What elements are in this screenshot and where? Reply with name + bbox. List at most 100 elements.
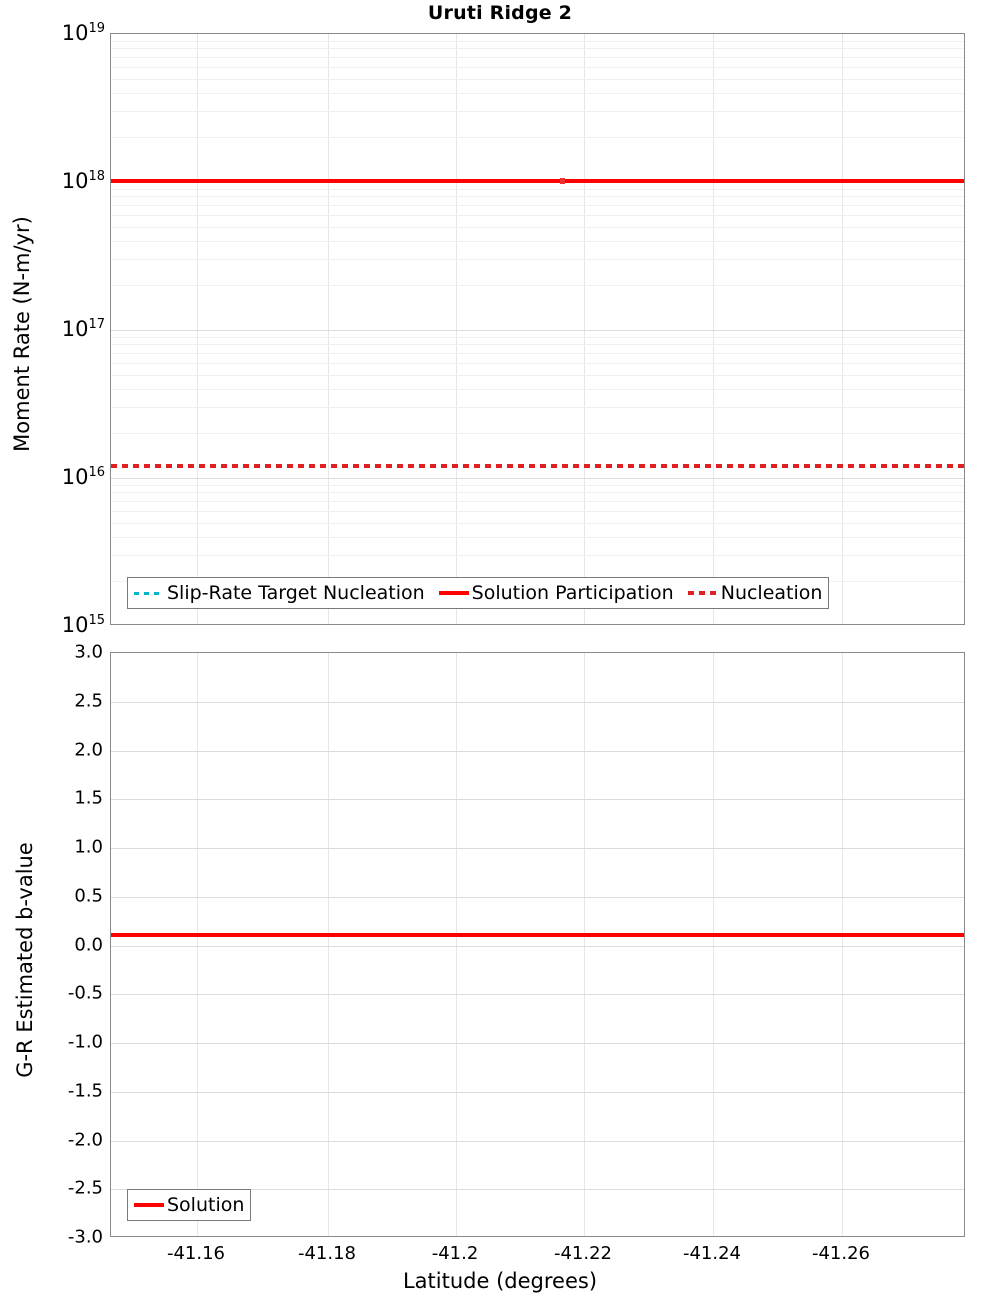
x-tick-neg41-18: -41.18 — [297, 1243, 357, 1264]
hgrid-major — [111, 478, 964, 479]
hgrid-minor — [111, 500, 964, 502]
vgrid-41-20 — [456, 34, 457, 624]
hgrid-major — [111, 1189, 964, 1191]
b-value-legend[interactable]: Solution — [127, 1189, 252, 1221]
hgrid-major — [111, 750, 964, 752]
x-tick-neg41-16: -41.16 — [166, 1243, 226, 1264]
hgrid-major — [111, 701, 964, 703]
vgrid-41-18 — [328, 34, 329, 624]
legend-key-solid-red-icon — [134, 1203, 164, 1207]
hgrid-minor — [111, 388, 964, 390]
hgrid-minor — [111, 492, 964, 494]
legend-entry-solution-participation[interactable]: Solution Participation — [438, 582, 688, 604]
y-tick-1e18: 1018 — [61, 169, 105, 193]
hgrid-minor — [111, 66, 964, 68]
y-tick-0neg5: 0.5 — [74, 885, 103, 907]
x-tick-neg41-24: -41.24 — [682, 1243, 742, 1264]
moment-rate-legend[interactable]: Slip-Rate Target Nucleation Solution Par… — [127, 577, 830, 609]
y-tick-neg1-5: -1.5 — [67, 1080, 103, 1102]
y-tick-0neg0: 0.0 — [74, 934, 103, 955]
hgrid-minor — [111, 137, 964, 139]
hgrid-minor — [111, 92, 964, 94]
vgrid-41-18 — [328, 653, 329, 1236]
hgrid-minor — [111, 433, 964, 435]
y-tick-3neg0: 3.0 — [74, 641, 103, 663]
vgrid-41-16 — [197, 34, 198, 624]
y-tick-neg3-0: -3.0 — [67, 1226, 103, 1248]
y-tick-1e19: 1019 — [61, 21, 105, 45]
vgrid-41-26 — [842, 34, 843, 624]
series-point-marker — [560, 178, 565, 184]
legend-label-solution: Solution — [167, 1194, 245, 1216]
y-tick-neg1-0: -1.0 — [67, 1031, 103, 1053]
hgrid-minor — [111, 374, 964, 376]
hgrid-minor — [111, 484, 964, 486]
y-tick-2neg0: 2.0 — [74, 739, 103, 760]
y-tick-1neg0: 1.0 — [74, 836, 103, 858]
vgrid-41-26 — [842, 653, 843, 1236]
vgrid-41-22 — [584, 653, 585, 1236]
hgrid-minor — [111, 522, 964, 524]
x-tick-neg41-2: -41.2 — [431, 1243, 479, 1264]
vgrid-41-24 — [713, 653, 714, 1236]
y-tick-neg2-0: -2.0 — [67, 1129, 103, 1150]
y-tick-neg0-5: -0.5 — [67, 982, 103, 1004]
y-tick-1e15: 1015 — [61, 613, 105, 637]
x-tick-neg41-22: -41.22 — [553, 1243, 613, 1264]
hgrid-major — [111, 848, 964, 849]
hgrid-major — [111, 330, 964, 331]
hgrid-minor — [111, 240, 964, 242]
series-nucleation — [111, 464, 964, 468]
legend-label-solution-participation: Solution Participation — [471, 582, 674, 604]
hgrid-minor — [111, 214, 964, 216]
hgrid-major — [111, 994, 964, 996]
hgrid-minor — [111, 362, 964, 364]
legend-label-nucleation: Nucleation — [720, 582, 823, 604]
y-tick-1neg5: 1.5 — [74, 787, 103, 809]
latitude-axis-label: Latitude (degrees) — [402, 1269, 598, 1293]
hgrid-minor — [111, 259, 964, 261]
legend-entry-slip-rate-target-nucleation[interactable]: Slip-Rate Target Nucleation — [134, 582, 439, 604]
y-tick-neg2-5: -2.5 — [67, 1177, 103, 1199]
hgrid-minor — [111, 344, 964, 346]
legend-key-solid-red-icon — [438, 591, 469, 595]
vgrid-41-22 — [584, 34, 585, 624]
legend-entry-solution[interactable]: Solution — [134, 1194, 244, 1216]
b-value-panel — [110, 652, 965, 1237]
hgrid-minor — [111, 40, 964, 42]
legend-label-slip-rate-target-nucleation: Slip-Rate Target Nucleation — [167, 582, 425, 604]
moment-rate-panel — [110, 33, 965, 625]
hgrid-minor — [111, 407, 964, 409]
hgrid-minor — [111, 111, 964, 113]
hgrid-major — [111, 1140, 964, 1142]
x-tick-neg41-26: -41.26 — [811, 1243, 871, 1264]
hgrid-major — [111, 799, 964, 801]
hgrid-minor — [111, 226, 964, 228]
y-tick-1e16: 1016 — [61, 465, 105, 489]
moment-rate-plot-area — [110, 33, 965, 625]
hgrid-major — [111, 1043, 964, 1044]
vgrid-41-24 — [713, 34, 714, 624]
page-title: Uruti Ridge 2 — [427, 2, 573, 24]
hgrid-major — [111, 1091, 964, 1093]
legend-key-dotted-red-icon — [687, 591, 718, 595]
series-solution — [111, 933, 964, 937]
vgrid-41-16 — [197, 653, 198, 1236]
series-solution-participation — [111, 178, 964, 184]
legend-key-dotted-cyan-icon — [134, 591, 164, 595]
hgrid-minor — [111, 188, 964, 190]
b-value-plot-area — [110, 652, 965, 1237]
hgrid-minor — [111, 555, 964, 557]
hgrid-major — [111, 945, 964, 947]
legend-entry-nucleation[interactable]: Nucleation — [687, 582, 823, 604]
hgrid-minor — [111, 352, 964, 354]
hgrid-minor — [111, 536, 964, 538]
hgrid-minor — [111, 336, 964, 338]
hgrid-minor — [111, 196, 964, 198]
vgrid-41-20 — [456, 653, 457, 1236]
hgrid-major — [111, 896, 964, 898]
hgrid-minor — [111, 204, 964, 206]
hgrid-minor — [111, 510, 964, 512]
hgrid-minor — [111, 285, 964, 287]
